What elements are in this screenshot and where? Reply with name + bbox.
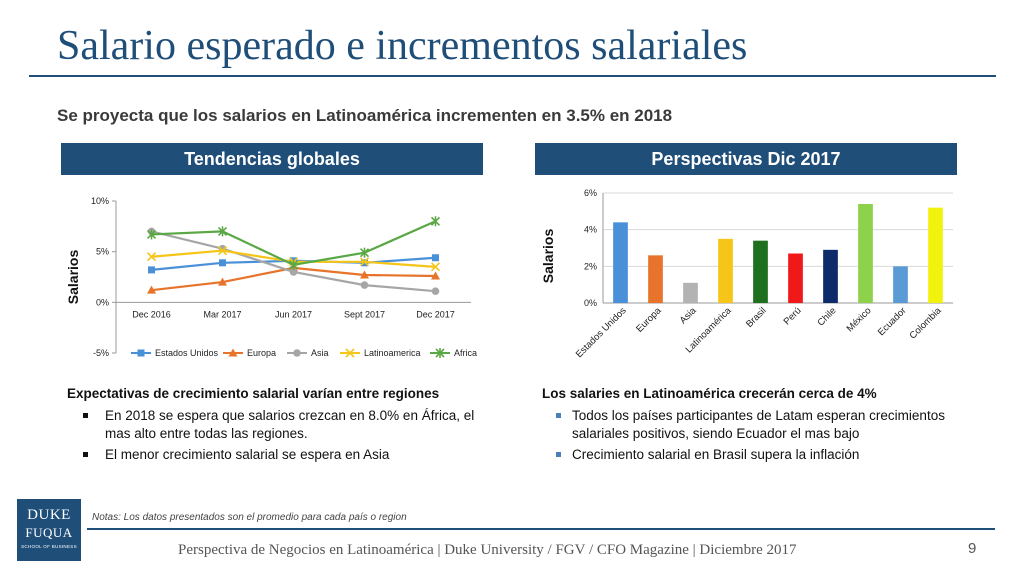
bar-y-tick-label: 0% xyxy=(584,298,597,308)
line-point xyxy=(147,285,156,294)
bar-9 xyxy=(928,207,943,303)
line-point xyxy=(431,271,440,280)
bar-category-label: Ecuador xyxy=(876,305,909,338)
right-lead: Los salaries en Latinoamérica crecerán c… xyxy=(542,386,877,401)
bar-category-label: Europa xyxy=(634,305,664,335)
bar-y-tick-label: 6% xyxy=(584,188,597,198)
line-point xyxy=(359,257,370,267)
logo-line-3: SCHOOL OF BUSINESS xyxy=(21,544,77,549)
bar-7 xyxy=(858,204,873,303)
line-point xyxy=(289,268,298,276)
left-bullet-1: En 2018 se espera que salarios crezcan e… xyxy=(83,407,487,443)
line-point xyxy=(432,254,439,262)
line-point-stroke-2 xyxy=(359,257,370,267)
line-point xyxy=(146,252,157,262)
bar-chart: 0% 2% 4% 6% Salarios Estados Unidos Europa Asia… xyxy=(540,188,953,360)
line-point xyxy=(430,216,441,227)
logo-line-1: DUKE xyxy=(27,507,71,523)
legend-swatch-marker xyxy=(293,349,301,357)
line-point-stroke-2 xyxy=(146,252,157,262)
slide-subtitle: Se proyecta que los salarios en Latinoam… xyxy=(57,106,673,125)
line-point xyxy=(148,266,155,274)
line-x-tick-label: Dec 2016 xyxy=(132,309,171,319)
line-x-tick-label: Sept 2017 xyxy=(344,309,385,319)
footer-divider xyxy=(87,528,995,530)
page-number: 9 xyxy=(968,540,977,557)
line-point xyxy=(360,281,369,289)
title-divider xyxy=(29,75,996,77)
bar-category-label: Perú xyxy=(782,305,804,327)
legend-swatch-marker-stroke-2 xyxy=(345,348,355,358)
legend-swatch-marker xyxy=(228,348,238,357)
line-point xyxy=(431,287,440,295)
bar-4 xyxy=(753,240,768,303)
header-global-trends: Tendencias globales xyxy=(61,143,483,175)
bar-category-label: Asia xyxy=(678,305,699,326)
header-outlook: Perspectivas Dic 2017 xyxy=(535,143,957,175)
line-point xyxy=(217,226,228,237)
line-x-tick-label: Mar 2017 xyxy=(203,309,241,319)
bar-6 xyxy=(823,249,838,303)
left-bullet-2: El menor crecimiento salarial se espera … xyxy=(83,446,487,464)
line-y-tick-label: 10% xyxy=(91,196,109,206)
line-point xyxy=(360,270,369,279)
bar-5 xyxy=(788,253,803,303)
line-point xyxy=(218,277,227,286)
bar-3 xyxy=(718,238,733,303)
line-point xyxy=(146,229,157,240)
line-point xyxy=(219,259,226,267)
legend-label: Europa xyxy=(247,348,276,358)
line-y-tick-label: 0% xyxy=(96,297,109,307)
legend-swatch-marker xyxy=(345,348,355,358)
bar-category-label: Chile xyxy=(816,305,839,328)
bar-y-tick-label: 4% xyxy=(584,225,597,235)
legend-label: Asia xyxy=(311,348,329,358)
line-point-stroke-2 xyxy=(430,262,441,272)
left-bullets: En 2018 se espera que salarios crezcan e… xyxy=(67,407,487,464)
bar-1 xyxy=(648,255,663,303)
bar-category-label: Colombia xyxy=(907,305,944,342)
duke-fuqua-logo: DUKE FUQUA SCHOOL OF BUSINESS xyxy=(17,499,81,561)
right-bullets: Todos los países participantes de Latam … xyxy=(542,407,962,464)
line-y-axis-label: Salarios xyxy=(65,250,81,305)
line-y-tick-label: 5% xyxy=(96,247,109,257)
line-point xyxy=(430,262,441,272)
left-lead: Expectativas de crecimiento salarial var… xyxy=(67,386,440,401)
logo-line-2: FUQUA xyxy=(25,525,73,540)
legend-label: Estados Unidos xyxy=(155,348,219,358)
bar-category-label: México xyxy=(845,305,874,334)
line-y-tick-label: -5% xyxy=(93,348,109,358)
line-point-stroke-2 xyxy=(217,246,228,256)
legend-label: Africa xyxy=(454,348,477,358)
bar-0 xyxy=(613,222,628,303)
line-point xyxy=(288,259,299,270)
bar-2 xyxy=(683,282,698,303)
bar-y-tick-label: 2% xyxy=(584,261,597,271)
notes-text: Notas: Los datos presentados son el prom… xyxy=(92,512,407,523)
line-x-tick-label: Dec 2017 xyxy=(416,309,455,319)
right-bullet-1: Todos los países participantes de Latam … xyxy=(556,407,962,443)
legend-label: Latinoamerica xyxy=(364,348,421,358)
line-x-tick-label: Jun 2017 xyxy=(275,309,312,319)
bar-y-axis-label: Salarios xyxy=(540,229,556,284)
left-commentary: Expectativas de crecimiento salarial var… xyxy=(67,385,487,467)
legend-swatch-marker xyxy=(435,348,445,358)
bar-8 xyxy=(893,266,908,303)
slide-title: Salario esperado e incrementos salariale… xyxy=(57,23,748,69)
bar-category-label: Estados Unidos xyxy=(574,305,629,360)
legend-swatch-marker xyxy=(137,349,145,357)
right-bullet-2: Crecimiento salarial en Brasil supera la… xyxy=(556,446,962,464)
line-point xyxy=(359,247,370,258)
footer-text: Perspectiva de Negocios en Latinoamérica… xyxy=(178,542,797,558)
bar-category-label: Brasil xyxy=(744,305,769,330)
line-chart: -5% 0% 5% 10% Dec 2016 Mar 2017 Jun 2017 Sept 2… xyxy=(65,196,477,358)
right-commentary: Los salaries en Latinoamérica crecerán c… xyxy=(542,385,962,467)
line-point xyxy=(217,246,228,256)
